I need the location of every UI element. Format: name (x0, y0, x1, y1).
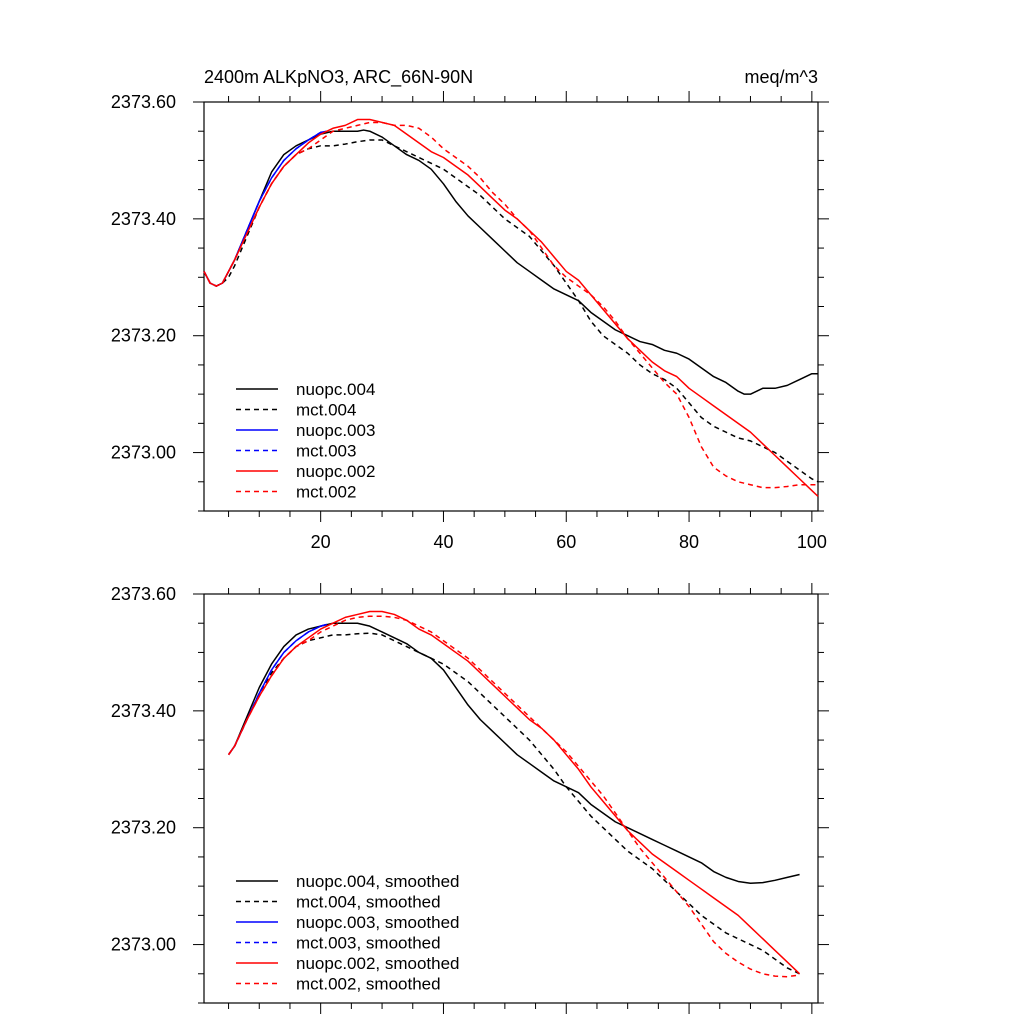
y-tick-label: 2373.20 (111, 326, 176, 346)
series-line-mct-003 (203, 130, 327, 287)
series-line-mct-004-smoothed (227, 632, 800, 975)
y-tick-label: 2373.40 (111, 209, 176, 229)
y-tick-label: 2373.40 (111, 701, 176, 721)
y-tick-label: 2373.20 (111, 818, 176, 838)
x-tick-label: 80 (679, 532, 699, 552)
legend-label: mct.003 (296, 442, 356, 461)
series-line-nuopc-004 (203, 129, 818, 395)
legend-label: mct.003, smoothed (296, 934, 441, 953)
series-line-nuopc-003-smoothed (227, 623, 328, 756)
series-line-mct-002 (203, 121, 818, 489)
x-tick-label: 20 (311, 532, 331, 552)
series-line-nuopc-003 (203, 130, 327, 287)
x-tick-label: 60 (556, 532, 576, 552)
bottom-panel: 2373.00 2373.20 2373.40 2373.60 nuopc.004, s… (111, 583, 829, 1014)
legend-label: mct.002 (296, 483, 356, 502)
y-tick-label: 2373.60 (111, 92, 176, 112)
legend-label: nuopc.003 (296, 421, 375, 440)
y-tick-label: 2373.60 (111, 584, 176, 604)
series-line-nuopc-002-smoothed (227, 610, 801, 975)
legend-label: mct.004, smoothed (296, 893, 441, 912)
series-line-mct-003-smoothed (227, 623, 328, 756)
legend-label: nuopc.004 (296, 380, 375, 399)
x-tick-label: 100 (797, 532, 827, 552)
y-tick-label: 2373.00 (111, 443, 176, 463)
series-line-mct-002-smoothed (227, 615, 800, 978)
legend-label: nuopc.003, smoothed (296, 913, 460, 932)
series-line-nuopc-004-smoothed (227, 622, 800, 884)
legend-label: mct.004 (296, 401, 356, 420)
x-tick-label: 40 (433, 532, 453, 552)
units-label: meq/m^3 (745, 67, 818, 87)
legend-label: nuopc.002 (296, 462, 375, 481)
legend-label: nuopc.004, smoothed (296, 872, 460, 891)
y-tick-label: 2373.00 (111, 935, 176, 955)
legend-label: mct.002, smoothed (296, 975, 441, 994)
legend-label: nuopc.002, smoothed (296, 954, 460, 973)
top-panel: 20 40 60 80 100 2373.00 2373.20 2373.40 2373.60 n… (111, 91, 829, 552)
chart-title: 2400m ALKpNO3, ARC_66N-90N (204, 67, 473, 88)
